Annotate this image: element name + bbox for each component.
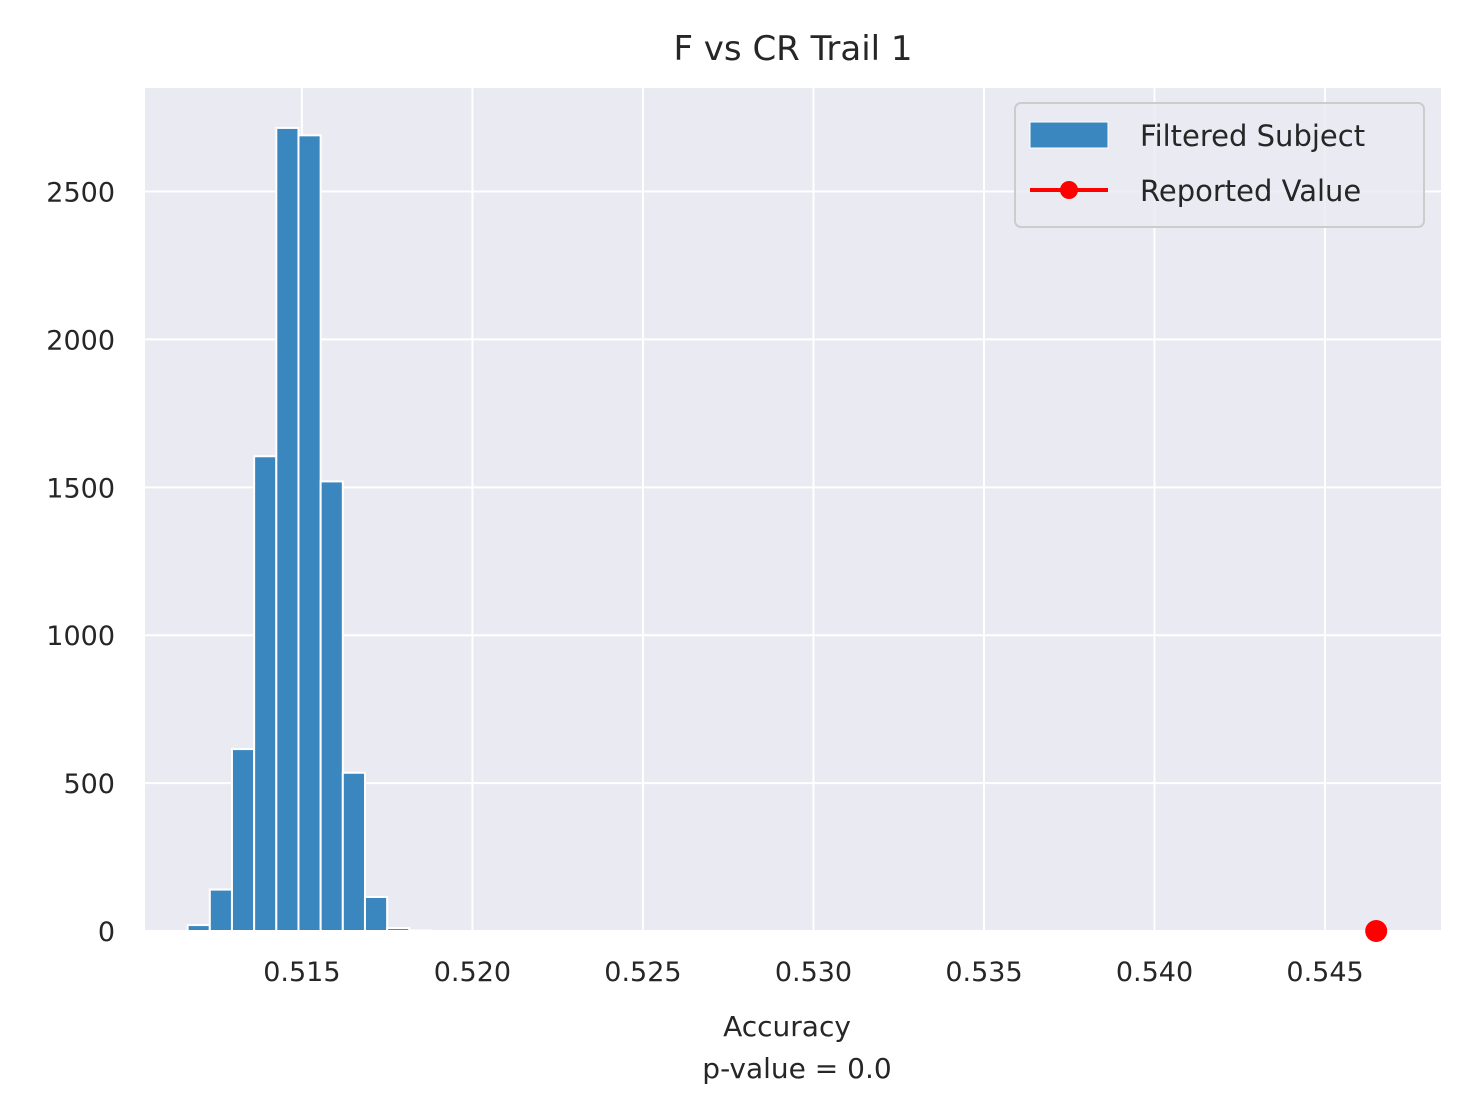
histogram-bar bbox=[386, 927, 411, 933]
histogram-bar bbox=[408, 929, 433, 933]
histogram-bar bbox=[363, 895, 389, 932]
histogram-bar bbox=[297, 134, 322, 933]
histogram-bar bbox=[208, 888, 233, 933]
x-tick-label: 0.540 bbox=[1116, 957, 1193, 988]
grid-lines bbox=[145, 88, 1441, 932]
x-tick-label: 0.530 bbox=[775, 957, 852, 988]
legend: Filtered Subject Reported Value bbox=[1014, 102, 1425, 228]
legend-label-reported-value: Reported Value bbox=[1140, 174, 1361, 208]
legend-label-filtered-subject: Filtered Subject bbox=[1140, 119, 1365, 153]
x-axis-sublabel: p-value = 0.0 bbox=[702, 1052, 891, 1085]
x-axis-label: Accuracy bbox=[723, 1010, 851, 1043]
legend-box bbox=[1014, 102, 1425, 228]
y-tick-label: 2000 bbox=[46, 325, 115, 356]
histogram-bars bbox=[186, 126, 433, 933]
histogram-bar bbox=[275, 126, 300, 932]
x-tick-label: 0.520 bbox=[434, 957, 511, 988]
reported-value-layer bbox=[1365, 920, 1388, 942]
histogram-bar bbox=[319, 480, 344, 932]
y-tick-label: 1500 bbox=[46, 473, 115, 504]
legend-reported-marker bbox=[1060, 181, 1078, 199]
x-tick-label: 0.545 bbox=[1286, 957, 1363, 988]
x-tick-label: 0.535 bbox=[945, 957, 1022, 988]
histogram-bar bbox=[230, 748, 256, 932]
x-tick-label: 0.515 bbox=[263, 957, 340, 988]
reported-value-marker bbox=[1365, 920, 1388, 942]
x-tick-label: 0.525 bbox=[604, 957, 681, 988]
y-tick-label: 500 bbox=[63, 769, 115, 800]
legend-histogram-swatch bbox=[1029, 121, 1109, 149]
x-axis-ticks: 0.515 0.520 0.525 0.530 0.535 0.540 0.545 bbox=[263, 957, 1363, 988]
y-tick-label: 2500 bbox=[46, 178, 115, 209]
y-tick-label: 1000 bbox=[46, 621, 115, 652]
chart-title: F vs CR Trail 1 bbox=[673, 29, 912, 69]
y-tick-label: 0 bbox=[98, 917, 115, 948]
histogram-bar bbox=[253, 455, 278, 932]
y-axis-ticks: 0 500 1000 1500 2000 2500 bbox=[46, 178, 115, 948]
histogram-bar bbox=[341, 771, 366, 932]
histogram-bar bbox=[186, 924, 211, 933]
